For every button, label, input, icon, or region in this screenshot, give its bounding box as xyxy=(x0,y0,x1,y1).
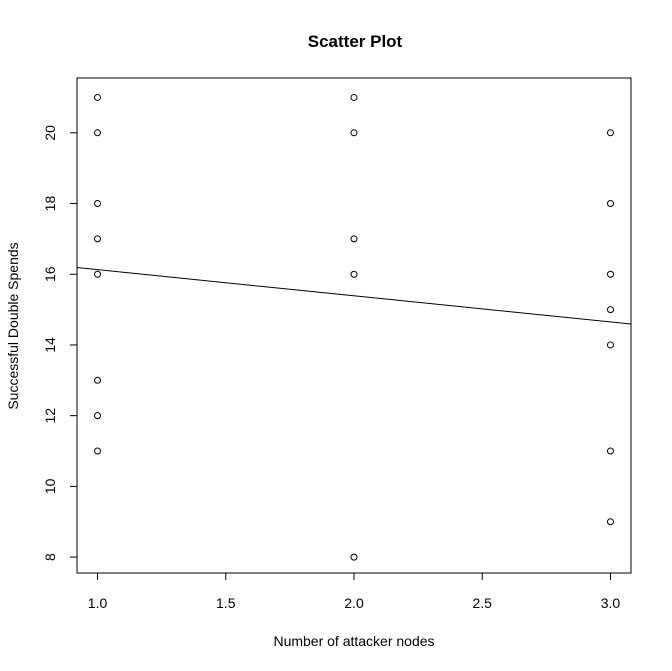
y-tick-label: 16 xyxy=(42,266,58,282)
data-point xyxy=(350,129,358,137)
data-point xyxy=(94,376,102,384)
x-tick-label: 1.0 xyxy=(88,595,108,611)
data-point xyxy=(94,412,102,420)
plot-content xyxy=(77,93,631,561)
y-tick-label: 8 xyxy=(42,553,58,561)
data-point xyxy=(606,341,614,349)
data-point xyxy=(606,270,614,278)
x-axis: 1.0 1.5 2.0 2.5 3.0 xyxy=(88,572,621,611)
data-point xyxy=(350,93,358,101)
data-point xyxy=(94,200,102,208)
data-point xyxy=(350,270,358,278)
data-point xyxy=(350,553,358,561)
regression-line xyxy=(77,267,631,325)
plot-frame xyxy=(76,77,632,574)
data-point xyxy=(94,270,102,278)
y-tick-label: 14 xyxy=(42,337,58,353)
data-point xyxy=(606,518,614,526)
x-tick-label: 2.5 xyxy=(473,595,493,611)
y-tick-label: 20 xyxy=(42,125,58,141)
y-axis-label: Successful Double Spends xyxy=(5,242,21,409)
y-tick-label: 10 xyxy=(42,478,58,494)
x-tick-label: 3.0 xyxy=(601,595,621,611)
data-point xyxy=(94,235,102,243)
x-tick-label: 2.0 xyxy=(344,595,364,611)
data-point xyxy=(94,93,102,101)
data-point xyxy=(606,447,614,455)
data-point xyxy=(350,235,358,243)
y-tick-label: 12 xyxy=(42,408,58,424)
data-point xyxy=(606,129,614,137)
data-point xyxy=(94,129,102,137)
data-point xyxy=(94,447,102,455)
y-tick-label: 18 xyxy=(42,196,58,212)
data-point xyxy=(606,200,614,208)
x-axis-label: Number of attacker nodes xyxy=(273,633,434,649)
chart-title: Scatter Plot xyxy=(308,32,403,51)
x-tick-label: 1.5 xyxy=(216,595,236,611)
y-axis: 8 10 12 14 16 18 20 xyxy=(42,125,78,561)
data-point xyxy=(606,306,614,314)
